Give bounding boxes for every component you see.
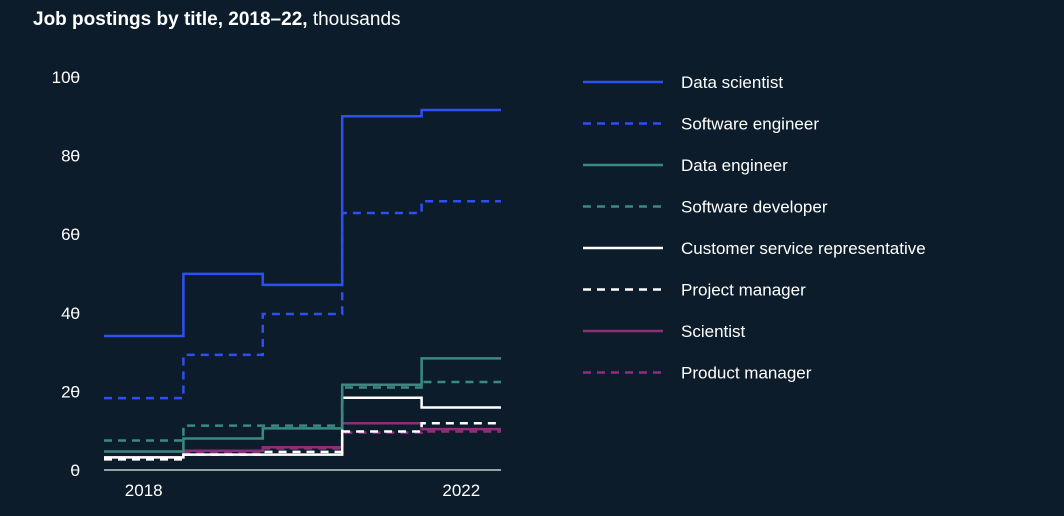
y-tick-label: 60 [61,225,80,244]
legend-label: Data scientist [681,73,783,92]
y-tick-label: 100 [52,68,80,87]
legend-label: Software developer [681,198,828,217]
series-line-data-engineer [104,357,501,453]
series-line-software-engineer [104,199,501,400]
legend-label: Software engineer [681,115,819,134]
y-tick-label: 40 [61,304,80,323]
series-line-customer-service-representative [104,396,501,459]
legend-label: Scientist [681,322,746,341]
y-tick-label: 80 [61,147,80,166]
legend-label: Data engineer [681,156,788,175]
x-tick-label: 2018 [125,481,163,500]
legend-label: Project manager [681,281,806,300]
legend-label: Product manager [681,364,812,383]
series-line-data-scientist [104,108,501,338]
x-tick-label: 2022 [442,481,480,500]
series-line-product-manager [104,430,501,460]
chart-title-unit: thousands [312,9,401,30]
y-tick-label: 20 [61,382,80,401]
chart-title: Job postings by title, 2018–22, thousand… [33,9,401,31]
legend-label: Customer service representative [681,239,926,258]
chart-title-main: Job postings by title, 2018–22, [33,9,308,30]
